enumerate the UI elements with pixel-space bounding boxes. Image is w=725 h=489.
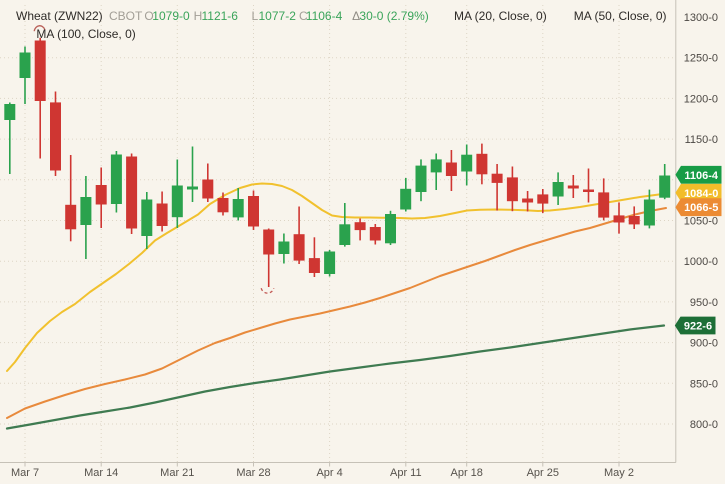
- svg-text:Apr 25: Apr 25: [527, 467, 559, 479]
- svg-text:MA (20, Close, 0): MA (20, Close, 0): [454, 9, 547, 23]
- svg-text:1121-6: 1121-6: [202, 9, 239, 23]
- svg-text:MA (100, Close, 0): MA (100, Close, 0): [36, 27, 135, 41]
- svg-text:Δ: Δ: [352, 9, 360, 23]
- svg-text:1077-2: 1077-2: [259, 9, 297, 23]
- svg-text:O: O: [144, 9, 153, 23]
- svg-text:950-0: 950-0: [690, 297, 718, 309]
- svg-text:900-0: 900-0: [690, 338, 718, 350]
- svg-text:1150-0: 1150-0: [685, 134, 718, 146]
- svg-text:1106-4: 1106-4: [306, 9, 343, 23]
- svg-text:L: L: [252, 9, 259, 23]
- svg-text:Wheat (ZWN22): Wheat (ZWN22): [16, 9, 103, 23]
- svg-text:850-0: 850-0: [690, 378, 718, 390]
- svg-text:Apr 18: Apr 18: [450, 467, 482, 479]
- svg-text:Mar 7: Mar 7: [11, 467, 39, 479]
- svg-text:1079-0: 1079-0: [152, 9, 190, 23]
- svg-text:H: H: [194, 9, 203, 23]
- svg-text:1300-0: 1300-0: [684, 12, 718, 24]
- svg-text:1250-0: 1250-0: [684, 53, 718, 65]
- svg-text:Mar 14: Mar 14: [84, 467, 118, 479]
- svg-text:Mar 28: Mar 28: [236, 467, 270, 479]
- svg-text:1200-0: 1200-0: [684, 93, 718, 105]
- svg-text:Mar 21: Mar 21: [160, 467, 194, 479]
- svg-text:30-0 (2.79%): 30-0 (2.79%): [359, 9, 428, 23]
- svg-text:C: C: [299, 9, 308, 23]
- svg-text:May 2: May 2: [604, 467, 634, 479]
- svg-text:Apr 4: Apr 4: [316, 467, 342, 479]
- svg-text:922-6: 922-6: [684, 321, 712, 333]
- svg-text:CBOT: CBOT: [109, 9, 143, 23]
- svg-text:1084-0: 1084-0: [684, 188, 718, 200]
- svg-text:800-0: 800-0: [690, 419, 718, 431]
- svg-text:MA (50, Close, 0): MA (50, Close, 0): [574, 9, 667, 23]
- svg-text:1106-4: 1106-4: [684, 170, 719, 182]
- svg-text:Apr 11: Apr 11: [390, 467, 422, 479]
- svg-text:1066-5: 1066-5: [684, 202, 718, 214]
- svg-text:1000-0: 1000-0: [684, 256, 718, 268]
- svg-text:1050-0: 1050-0: [684, 216, 718, 228]
